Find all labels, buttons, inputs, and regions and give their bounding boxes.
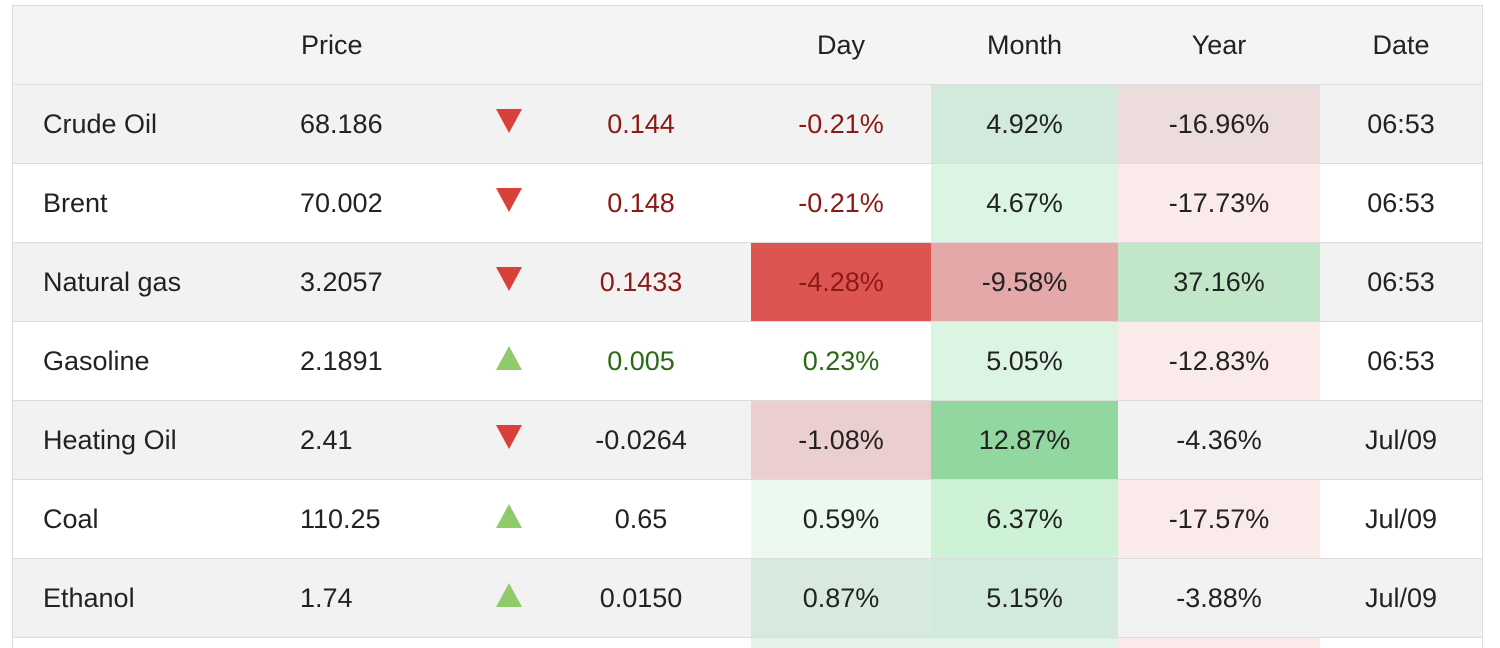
partial-cell [1320, 638, 1482, 648]
commodity-name-link[interactable]: Brent [13, 164, 269, 243]
change-cell: 0.148 [531, 164, 751, 243]
price-cell: 2.1891 [269, 322, 449, 401]
header-arrow [449, 6, 531, 85]
change-cell: 0.65 [531, 480, 751, 559]
date-cell: 06:53 [1320, 164, 1482, 243]
change-cell: 0.1433 [531, 243, 751, 322]
year-change-cell: -3.88% [1118, 559, 1320, 638]
price-cell: 68.186 [269, 85, 449, 164]
year-change-cell: -17.57% [1118, 480, 1320, 559]
commodity-name-link[interactable]: Ethanol [13, 559, 269, 638]
partial-cell [269, 638, 449, 648]
header-year[interactable]: Year [1118, 6, 1320, 85]
day-change-cell: 0.87% [751, 559, 931, 638]
header-name [13, 6, 269, 85]
arrow-down-icon [496, 188, 522, 212]
table-header-row: Price Day Month Year Date [13, 6, 1482, 85]
month-change-cell: 6.37% [931, 480, 1118, 559]
year-change-cell: -12.83% [1118, 322, 1320, 401]
year-change-cell: 37.16% [1118, 243, 1320, 322]
date-cell: Jul/09 [1320, 559, 1482, 638]
commodity-name-link[interactable]: Coal [13, 480, 269, 559]
price-cell: 2.41 [269, 401, 449, 480]
date-cell: 06:53 [1320, 85, 1482, 164]
partial-cell [449, 638, 531, 648]
date-cell: 06:53 [1320, 322, 1482, 401]
arrow-up-icon [496, 504, 522, 528]
partial-cell [1118, 638, 1320, 648]
direction-cell [449, 243, 531, 322]
header-month[interactable]: Month [931, 6, 1118, 85]
arrow-up-icon [496, 583, 522, 607]
table-row-partial [13, 638, 1482, 648]
partial-cell [13, 638, 269, 648]
direction-cell [449, 401, 531, 480]
partial-cell [531, 638, 751, 648]
commodity-name-link[interactable]: Heating Oil [13, 401, 269, 480]
commodity-name-link[interactable]: Gasoline [13, 322, 269, 401]
arrow-down-icon [496, 425, 522, 449]
partial-cell [751, 638, 931, 648]
day-change-cell: -0.21% [751, 85, 931, 164]
arrow-down-icon [496, 109, 522, 133]
commodity-name-link[interactable]: Natural gas [13, 243, 269, 322]
month-change-cell: 4.92% [931, 85, 1118, 164]
date-cell: Jul/09 [1320, 480, 1482, 559]
price-cell: 70.002 [269, 164, 449, 243]
month-change-cell: 4.67% [931, 164, 1118, 243]
day-change-cell: -1.08% [751, 401, 931, 480]
day-change-cell: -4.28% [751, 243, 931, 322]
direction-cell [449, 164, 531, 243]
year-change-cell: -16.96% [1118, 85, 1320, 164]
price-cell: 3.2057 [269, 243, 449, 322]
direction-cell [449, 559, 531, 638]
header-change [531, 6, 751, 85]
change-cell: 0.0150 [531, 559, 751, 638]
commodity-name-link[interactable]: Crude Oil [13, 85, 269, 164]
direction-cell [449, 322, 531, 401]
month-change-cell: 5.05% [931, 322, 1118, 401]
date-cell: Jul/09 [1320, 401, 1482, 480]
change-cell: 0.005 [531, 322, 751, 401]
year-change-cell: -17.73% [1118, 164, 1320, 243]
day-change-cell: 0.23% [751, 322, 931, 401]
change-cell: -0.0264 [531, 401, 751, 480]
header-day[interactable]: Day [751, 6, 931, 85]
header-date[interactable]: Date [1320, 6, 1482, 85]
date-cell: 06:53 [1320, 243, 1482, 322]
header-price[interactable]: Price [269, 6, 449, 85]
price-cell: 1.74 [269, 559, 449, 638]
month-change-cell: -9.58% [931, 243, 1118, 322]
arrow-up-icon [496, 346, 522, 370]
month-change-cell: 5.15% [931, 559, 1118, 638]
partial-cell [931, 638, 1118, 648]
year-change-cell: -4.36% [1118, 401, 1320, 480]
direction-cell [449, 85, 531, 164]
price-cell: 110.25 [269, 480, 449, 559]
month-change-cell: 12.87% [931, 401, 1118, 480]
change-cell: 0.144 [531, 85, 751, 164]
day-change-cell: 0.59% [751, 480, 931, 559]
direction-cell [449, 480, 531, 559]
arrow-down-icon [496, 267, 522, 291]
day-change-cell: -0.21% [751, 164, 931, 243]
